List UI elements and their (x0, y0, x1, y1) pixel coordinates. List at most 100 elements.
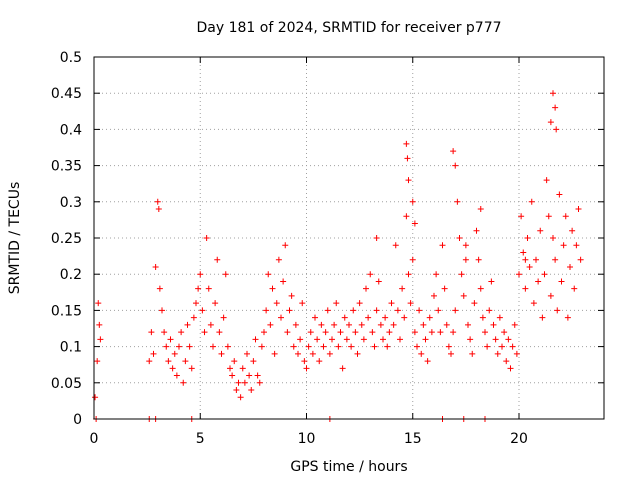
data-point (320, 343, 327, 350)
data-point (473, 227, 480, 234)
data-point (375, 278, 382, 285)
data-point (528, 198, 535, 205)
data-point (486, 307, 493, 314)
data-point (501, 329, 508, 336)
data-point (275, 256, 282, 263)
data-point (267, 321, 274, 328)
data-point (269, 285, 276, 292)
data-point (426, 314, 433, 321)
data-point (95, 300, 102, 307)
data-point (190, 314, 197, 321)
x-tick-label: 15 (404, 431, 422, 447)
data-point (556, 191, 563, 198)
data-point (207, 321, 214, 328)
data-point (388, 300, 395, 307)
data-point (397, 336, 403, 343)
data-point (373, 235, 380, 241)
data-point (454, 198, 461, 205)
data-point (331, 321, 338, 328)
data-point (505, 336, 512, 343)
data-point (210, 343, 216, 350)
y-tick-label: 0.5 (60, 50, 82, 66)
y-tick-label: 0.45 (51, 86, 82, 102)
data-point (271, 350, 278, 357)
data-point (416, 307, 423, 314)
data-point (365, 314, 372, 321)
data-point (488, 278, 495, 285)
data-point (265, 271, 272, 278)
data-point (371, 343, 378, 350)
data-point (492, 336, 499, 343)
data-point (216, 329, 223, 336)
data-point (248, 387, 255, 394)
data-point (165, 358, 172, 365)
data-point (403, 213, 410, 220)
data-point (392, 242, 399, 249)
data-point (218, 350, 225, 357)
data-point (550, 235, 556, 241)
data-point (97, 336, 104, 343)
data-point (348, 343, 355, 350)
data-point (462, 256, 469, 263)
data-point (239, 365, 246, 372)
data-point (460, 292, 467, 299)
y-tick-label: 0.35 (51, 159, 82, 175)
data-point (409, 198, 416, 205)
data-point (227, 365, 233, 372)
data-point (193, 300, 199, 307)
data-point (401, 314, 408, 321)
data-point (220, 314, 227, 321)
data-point (339, 365, 346, 372)
data-point (173, 372, 180, 379)
data-point (524, 235, 531, 241)
data-point (263, 307, 270, 314)
data-point (295, 350, 301, 357)
data-point (288, 292, 295, 299)
data-point (522, 285, 529, 292)
data-point (537, 227, 544, 234)
data-point (235, 379, 242, 386)
data-point (367, 271, 374, 278)
data-point (224, 343, 231, 350)
data-point (526, 263, 533, 270)
data-point (433, 271, 440, 278)
x-axis-label: GPS time / hours (290, 459, 407, 475)
data-point (450, 148, 457, 155)
data-point (205, 285, 212, 292)
data-point (424, 358, 431, 365)
data-point (354, 350, 361, 357)
data-point (254, 372, 261, 379)
data-point (475, 256, 482, 263)
data-point (418, 350, 425, 357)
data-point (564, 314, 571, 321)
y-tick-label: 0.3 (60, 195, 82, 211)
data-point (199, 307, 206, 314)
data-point (250, 358, 257, 365)
data-point (369, 329, 376, 336)
x-tick-label: 0 (90, 431, 99, 447)
data-point (431, 292, 437, 299)
data-point (373, 307, 380, 314)
data-point (569, 227, 576, 234)
data-point (292, 321, 299, 328)
data-point (358, 321, 365, 328)
data-point (212, 300, 219, 307)
data-point (184, 321, 191, 328)
data-point (360, 336, 367, 343)
data-point (156, 285, 163, 292)
data-point (484, 343, 491, 350)
x-tick-label: 10 (298, 431, 316, 447)
data-point (516, 271, 522, 278)
data-point (188, 365, 195, 372)
data-point (322, 329, 329, 336)
data-point (575, 206, 582, 213)
data-point (456, 235, 463, 241)
x-tick-label: 20 (510, 431, 528, 447)
data-point (448, 350, 454, 357)
data-point (409, 256, 416, 263)
data-point (241, 379, 248, 386)
plot-frame (93, 56, 605, 420)
data-point (573, 242, 580, 249)
data-point (303, 365, 310, 372)
data-point (316, 358, 323, 365)
